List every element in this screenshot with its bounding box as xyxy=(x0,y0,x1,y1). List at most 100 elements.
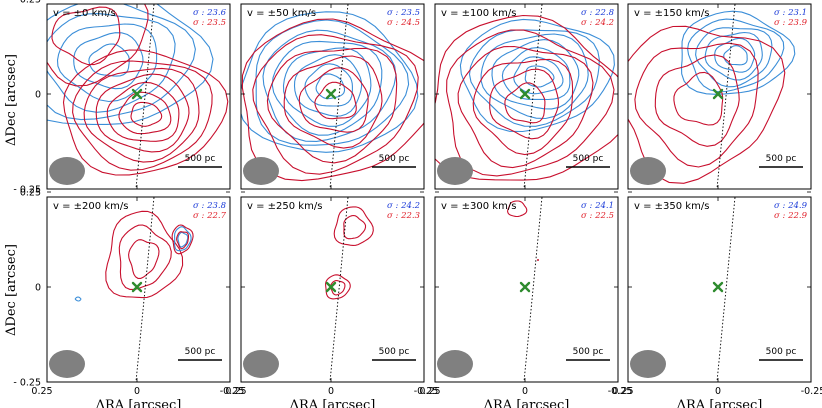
red-contour xyxy=(489,68,560,140)
blue-contour xyxy=(714,37,756,73)
y-tick-label: 0.25 xyxy=(20,188,41,199)
red-contour xyxy=(446,29,615,177)
x-axis-label: ΔRA [arcsec] xyxy=(677,398,763,408)
red-contour xyxy=(673,71,724,126)
y-axis-label-bottom: ΔDec [arcsec] xyxy=(4,244,19,336)
scale-bar-label: 500 pc xyxy=(573,347,604,357)
blue-contour xyxy=(480,33,589,120)
panel-frame xyxy=(240,196,425,383)
blue-contour xyxy=(513,56,564,95)
blue-contour xyxy=(282,47,372,127)
x-tick-label: -0.25 xyxy=(414,386,439,397)
blue-contour xyxy=(304,63,353,107)
red-contour xyxy=(130,101,163,127)
center-x-marker xyxy=(712,281,724,293)
red-contour xyxy=(325,274,351,300)
sigma-red-label: σ : 22.7 xyxy=(193,211,227,221)
x-axis-label: ΔRA [arcsec] xyxy=(96,398,182,408)
center-x-marker xyxy=(519,281,531,293)
velocity-label: v = ±200 km/s xyxy=(53,201,128,212)
velocity-label: v = ±100 km/s xyxy=(441,8,516,19)
red-contour xyxy=(106,81,180,142)
scale-bar-label: 500 pc xyxy=(185,347,216,357)
y-tick-label: 0 xyxy=(35,283,41,294)
x-tick-label: 0 xyxy=(134,386,140,397)
dotted-axis-line xyxy=(135,4,155,189)
beam-ellipse xyxy=(437,350,473,378)
velocity-label: v = ±150 km/s xyxy=(634,8,709,19)
sigma-blue-label: σ : 23.6 xyxy=(193,8,227,18)
blue-contour xyxy=(704,31,763,81)
sigma-blue-label: σ : 23.1 xyxy=(774,8,807,18)
dotted-axis-line xyxy=(329,197,349,382)
beam-ellipse xyxy=(49,350,85,378)
red-contour xyxy=(298,67,369,133)
sigma-blue-label: σ : 23.8 xyxy=(193,201,227,211)
x-tick-label: 0 xyxy=(522,386,528,397)
red-contour xyxy=(83,67,200,163)
blue-contour xyxy=(255,19,410,146)
dotted-axis-line xyxy=(716,197,736,382)
scale-bar-label: 500 pc xyxy=(185,154,216,164)
blue-contour xyxy=(315,73,346,100)
red-contour xyxy=(266,47,398,164)
velocity-label: v = ±50 km/s xyxy=(247,8,316,19)
dotted-axis-line xyxy=(329,4,349,189)
x-tick-label: -0.25 xyxy=(220,386,245,397)
blue-contour xyxy=(271,40,383,136)
red-contour xyxy=(72,60,213,171)
sigma-red-label: σ : 24.2 xyxy=(581,18,614,28)
channel-panel: 500 pc v = ±200 km/s σ : 23.8σ : 22.7 0.25 0… xyxy=(13,188,245,408)
channel-panel: 500 pc v = ±100 km/s σ : 22.8σ : 24.2 xyxy=(434,3,619,190)
center-x-marker xyxy=(325,281,337,293)
y-tick-label: 0.25 xyxy=(20,0,41,6)
dotted-axis-line xyxy=(523,4,543,189)
channel-panel: 500 pc v = ±300 km/s σ : 24.1σ : 22.5 0.25 0… xyxy=(419,191,633,408)
scale-bar-label: 500 pc xyxy=(379,347,410,357)
red-contour xyxy=(507,200,528,218)
blue-contour xyxy=(695,27,773,88)
x-tick-label: 0 xyxy=(328,386,334,397)
blue-contour xyxy=(47,4,196,121)
y-tick-label: - 0.25 xyxy=(13,378,41,389)
sigma-red-label: σ : 23.9 xyxy=(774,18,808,28)
sigma-red-label: σ : 22.5 xyxy=(581,211,614,221)
blue-contour xyxy=(73,32,144,90)
red-contour xyxy=(634,42,759,168)
y-axis-label-top: ΔDec [arcsec] xyxy=(4,54,19,146)
red-contour xyxy=(47,4,149,87)
y-tick-label: 0 xyxy=(35,90,41,101)
x-tick-label: 0.25 xyxy=(419,386,440,397)
red-contour xyxy=(314,81,357,120)
red-contour xyxy=(504,82,546,124)
sigma-blue-label: σ : 24.2 xyxy=(387,201,420,211)
red-contour xyxy=(128,239,160,279)
blue-contour xyxy=(241,11,419,153)
red-contour xyxy=(176,231,190,250)
sigma-blue-label: σ : 22.8 xyxy=(581,8,615,18)
blue-contour xyxy=(687,18,785,93)
sigma-blue-label: σ : 23.5 xyxy=(387,8,420,18)
blue-contour xyxy=(47,4,214,125)
red-contour xyxy=(171,224,194,255)
panel-frame xyxy=(46,196,231,383)
sigma-red-label: σ : 24.5 xyxy=(387,18,420,28)
panel-frame xyxy=(434,196,619,383)
dotted-axis-line xyxy=(523,197,543,382)
blue-contour xyxy=(723,45,748,66)
dotted-axis-line xyxy=(135,197,155,382)
velocity-label: v = ±250 km/s xyxy=(247,201,322,212)
center-x-marker xyxy=(712,88,724,100)
velocity-label: v = ±0 km/s xyxy=(53,8,116,19)
red-contour xyxy=(118,224,172,290)
dotted-axis-line xyxy=(716,4,736,189)
blue-contour xyxy=(524,65,555,88)
x-axis-label: ΔRA [arcsec] xyxy=(290,398,376,408)
velocity-label: v = ±300 km/s xyxy=(441,201,516,212)
scale-bar-label: 500 pc xyxy=(379,154,410,164)
center-x-marker xyxy=(131,281,143,293)
x-tick-label: 0.25 xyxy=(612,386,633,397)
red-contour xyxy=(654,54,740,147)
x-tick-label: -0.25 xyxy=(608,386,633,397)
